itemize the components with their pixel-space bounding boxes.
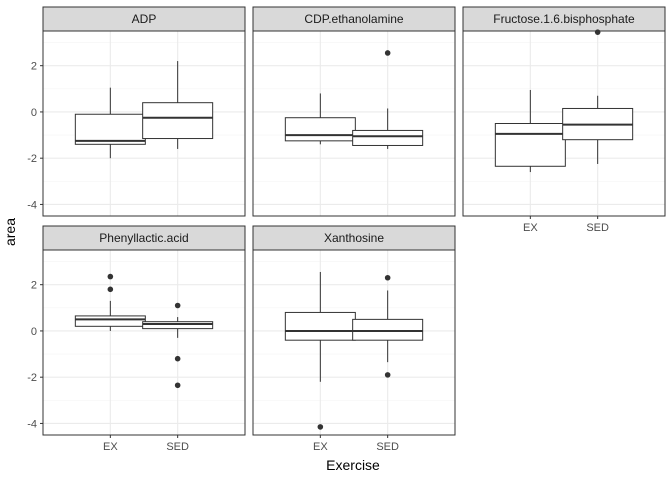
- box-sed: [352, 50, 424, 149]
- box-ex: [284, 93, 356, 145]
- x-tick-label: SED: [166, 441, 189, 453]
- y-tick-label: -4: [27, 418, 37, 430]
- box-sed: [352, 274, 424, 378]
- box-sed: [142, 61, 214, 149]
- facet-panel: Xanthosine: [252, 225, 456, 436]
- outlier-point: [384, 50, 391, 56]
- facet-label: Xanthosine: [324, 231, 384, 245]
- y-tick-label: 0: [31, 107, 37, 119]
- x-tick-label: SED: [586, 222, 609, 234]
- outlier-point: [107, 286, 114, 293]
- x-tick-label: SED: [376, 441, 399, 453]
- facet-strip: [462, 6, 666, 32]
- facet-panel: Fructose.1.6.bisphosphate: [462, 6, 666, 217]
- y-axis-title: area: [2, 218, 18, 246]
- facet-strip: [42, 6, 246, 32]
- outlier-point: [107, 273, 114, 280]
- box-ex: [284, 271, 356, 430]
- box-ex: [494, 89, 566, 173]
- outlier-point: [174, 382, 181, 389]
- facet-label: ADP: [132, 12, 157, 26]
- panel-border: [252, 30, 456, 217]
- box-iqr: [74, 113, 146, 145]
- outlier-point: [317, 424, 324, 430]
- panel-background: [43, 250, 245, 435]
- y-tick-label: -2: [27, 153, 37, 165]
- y-tick-label: -4: [27, 199, 37, 211]
- panel-border: [462, 30, 666, 217]
- facet-strip: [252, 6, 456, 32]
- facet-label: CDP.ethanolamine: [304, 12, 404, 26]
- panel-border: [42, 30, 246, 217]
- x-tick-label: EX: [523, 222, 538, 234]
- box-iqr: [352, 129, 424, 146]
- x-axis-title: Exercise: [326, 457, 380, 473]
- x-tick-label: EX: [103, 441, 118, 453]
- y-tick-label: -2: [27, 372, 37, 384]
- panel-background: [253, 250, 455, 435]
- box-iqr: [284, 311, 356, 341]
- panel-border: [42, 249, 246, 436]
- y-tick-label: 2: [31, 280, 37, 292]
- outlier-point: [384, 274, 391, 281]
- box-iqr: [74, 315, 146, 327]
- panel-border: [252, 249, 456, 436]
- box-iqr: [352, 318, 424, 341]
- outlier-point: [384, 372, 391, 378]
- box-iqr: [142, 321, 214, 330]
- outlier-point: [174, 355, 181, 362]
- facet-strip: [42, 225, 246, 251]
- facet-panel: Phenyllactic.acid: [42, 225, 246, 436]
- facet-label: Phenyllactic.acid: [99, 231, 188, 245]
- box-iqr: [494, 123, 566, 167]
- facet-panel: ADP: [42, 6, 246, 217]
- box-iqr: [284, 117, 356, 142]
- box-sed: [562, 29, 634, 164]
- facet-strip: [252, 225, 456, 251]
- outlier-point: [594, 29, 601, 35]
- outlier-point: [174, 302, 181, 309]
- facet-panel: CDP.ethanolamine: [252, 6, 456, 217]
- box-ex: [74, 273, 146, 331]
- y-tick-label: 0: [31, 326, 37, 338]
- box-sed: [142, 302, 214, 389]
- y-tick-label: 2: [31, 61, 37, 73]
- x-tick-label: EX: [313, 441, 328, 453]
- facet-label: Fructose.1.6.bisphosphate: [493, 12, 635, 26]
- box-iqr: [142, 102, 214, 140]
